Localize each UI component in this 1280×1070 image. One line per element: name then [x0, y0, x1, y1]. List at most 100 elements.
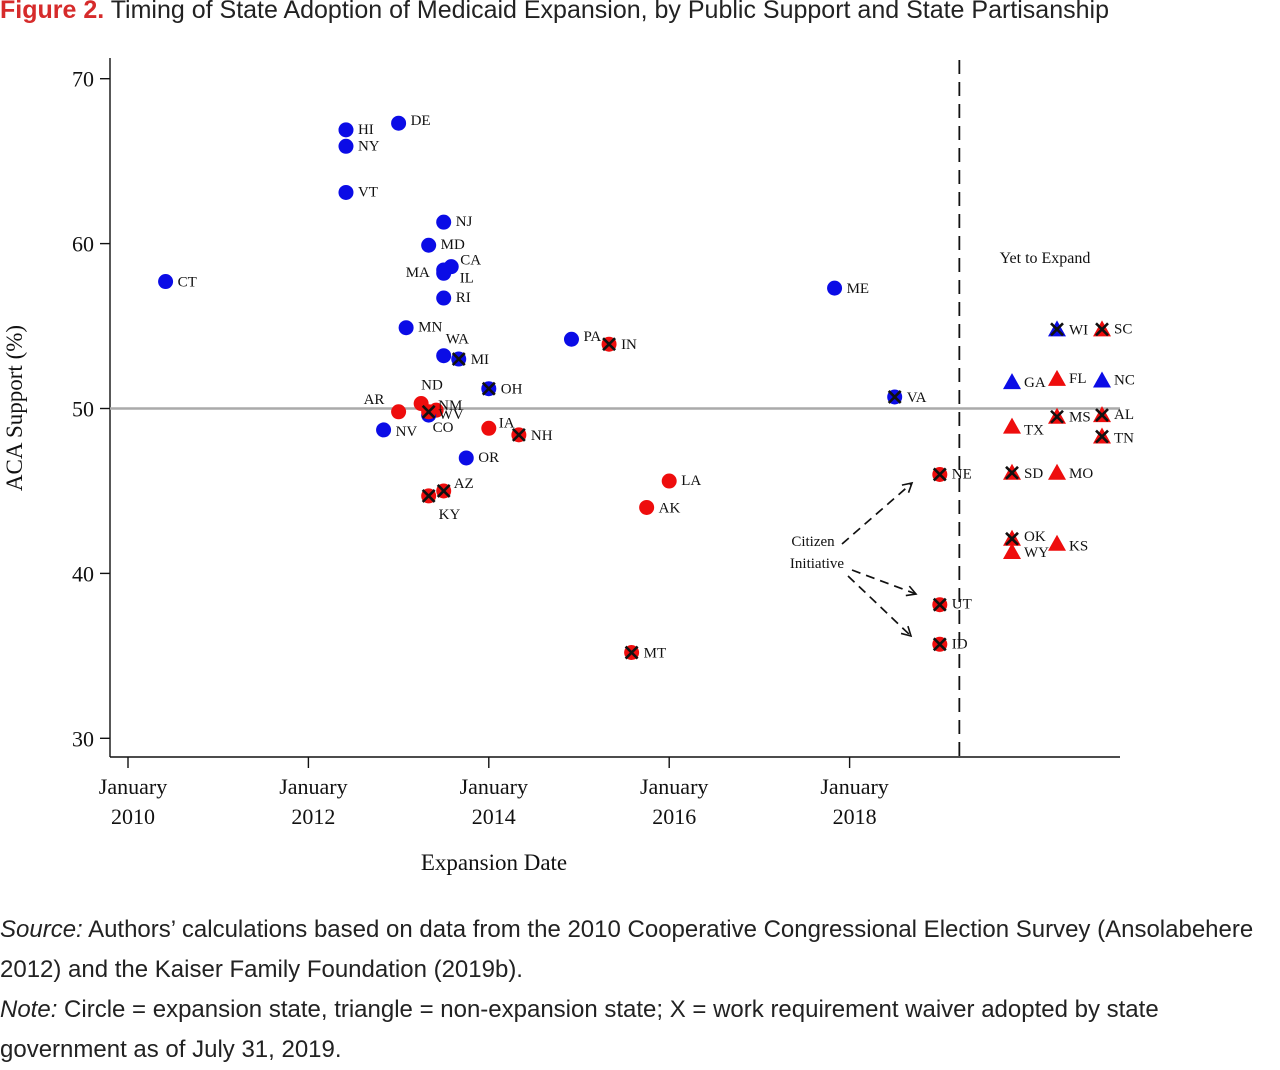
triangle-marker-TX	[1003, 417, 1021, 434]
waiver-x-mark-OH	[481, 381, 496, 396]
point-AR	[391, 404, 407, 420]
state-label-MI: MI	[471, 352, 489, 368]
x-tick-label-2012-year: 2012	[291, 804, 335, 829]
source-note: Source: Authors’ calculations based on d…	[0, 910, 1280, 990]
state-label-VT: VT	[358, 184, 378, 200]
scatter-chart: 30 40 50 60 70 January 2010 January 2012 January 2…	[2, 58, 1135, 875]
waiver-x-mark-SC	[1095, 322, 1109, 337]
waiver-x-mark-UT	[932, 597, 947, 612]
triangle-marker-KS	[1048, 534, 1066, 551]
circle-marker-AR	[391, 404, 407, 420]
state-label-VA: VA	[907, 390, 927, 406]
circle-marker-ME	[827, 280, 843, 296]
waiver-x-mark-OK	[1005, 531, 1019, 546]
point-OR	[458, 450, 474, 466]
circle-marker-NY	[338, 138, 354, 154]
state-label-MO: MO	[1069, 466, 1093, 482]
state-label-SD: SD	[1024, 466, 1043, 482]
point-NH	[511, 427, 527, 443]
state-label-NE: NE	[952, 466, 972, 482]
point-GA	[1003, 373, 1021, 390]
circle-marker-IL	[436, 265, 452, 281]
point-WA	[436, 348, 452, 364]
state-label-NJ: NJ	[456, 214, 473, 230]
point-SD	[1003, 463, 1021, 480]
state-label-MT: MT	[644, 646, 667, 662]
point-AZ	[436, 483, 452, 499]
state-label-AZ: AZ	[454, 476, 474, 492]
point-CT	[158, 274, 174, 290]
point-TN	[1093, 427, 1111, 444]
point-NC	[1093, 371, 1111, 388]
state-label-AR: AR	[364, 392, 385, 408]
state-label-WY: WY	[1024, 545, 1049, 561]
state-label-ME: ME	[847, 281, 870, 297]
point-OH	[481, 381, 497, 397]
state-label-OK: OK	[1024, 529, 1046, 545]
point-MS	[1048, 407, 1066, 424]
point-WY	[1003, 542, 1021, 559]
x-tick-label-2014-year: 2014	[472, 804, 516, 829]
point-KS	[1048, 534, 1066, 551]
point-FL	[1048, 369, 1066, 386]
state-label-OH: OH	[501, 382, 523, 398]
waiver-x-mark-VA	[887, 390, 902, 404]
state-label-MA: MA	[406, 265, 430, 281]
note-label: Note:	[0, 996, 58, 1023]
annotation-arrow-NE	[841, 481, 914, 545]
waiver-x-mark-ID	[932, 637, 947, 652]
point-NJ	[436, 214, 452, 230]
note-text: Circle = expansion state, triangle = non…	[0, 996, 1159, 1063]
point-KY	[421, 488, 437, 504]
point-AL	[1093, 406, 1111, 423]
point-MI	[451, 351, 467, 367]
state-label-MS: MS	[1069, 410, 1091, 426]
point-CO	[421, 404, 437, 420]
point-IL	[436, 265, 452, 281]
point-NE	[932, 466, 948, 482]
y-axis-title: ACA Support (%)	[2, 325, 27, 491]
state-label-CT: CT	[178, 275, 197, 291]
waiver-x-mark-CO	[421, 404, 436, 419]
state-label-ND: ND	[421, 378, 443, 394]
x-tick-label-2012-month: January	[279, 774, 347, 799]
waiver-x-mark-NE	[932, 467, 947, 482]
state-label-RI: RI	[456, 290, 471, 306]
state-label-SC: SC	[1114, 321, 1132, 337]
state-label-UT: UT	[952, 597, 972, 613]
circle-marker-PA	[563, 331, 579, 347]
circle-marker-MN	[398, 320, 414, 336]
point-ID	[932, 636, 948, 652]
state-label-IA: IA	[499, 415, 515, 431]
waiver-x-mark-MI	[451, 352, 466, 366]
x-tick-label-2010-month: January	[99, 774, 167, 799]
point-VT	[338, 184, 354, 200]
state-label-HI: HI	[358, 122, 374, 138]
annotation-initiative: Initiative	[790, 556, 844, 572]
state-label-IL: IL	[460, 270, 474, 286]
figure-title-text: Timing of State Adoption of Medicaid Exp…	[110, 0, 1109, 24]
x-tick-label-2010-year: 2010	[111, 804, 155, 829]
circle-marker-CT	[158, 274, 174, 290]
state-label-WV: WV	[439, 407, 464, 423]
yet-to-expand-label: Yet to Expand	[1000, 250, 1091, 267]
circle-marker-WA	[436, 348, 452, 364]
state-label-AL: AL	[1114, 407, 1134, 423]
circle-marker-IA	[481, 420, 497, 436]
state-label-KS: KS	[1069, 539, 1088, 555]
point-MN	[398, 320, 414, 336]
x-tick-label-2016-year: 2016	[652, 804, 696, 829]
triangle-marker-NC	[1093, 371, 1111, 388]
state-label-OR: OR	[478, 450, 499, 466]
point-DE	[391, 115, 407, 131]
waiver-x-mark-TN	[1095, 429, 1109, 444]
state-label-TX: TX	[1024, 423, 1044, 439]
circle-marker-OR	[458, 450, 474, 466]
x-tick-label-2014-month: January	[460, 774, 528, 799]
x-tick-label-2018-year: 2018	[833, 804, 877, 829]
source-text: Authors’ calculations based on data from…	[0, 916, 1254, 983]
circle-marker-NJ	[436, 214, 452, 230]
waiver-x-mark-MS	[1050, 409, 1064, 424]
waiver-x-mark-KY	[421, 488, 436, 503]
x-tick-label-2018-month: January	[820, 774, 888, 799]
